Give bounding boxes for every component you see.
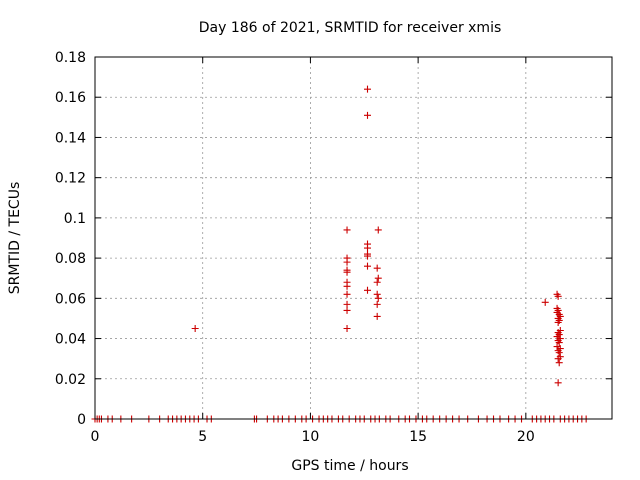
data-point (343, 290, 351, 298)
y-tick-label: 0.02 (55, 372, 86, 388)
data-point (343, 226, 351, 234)
data-point (343, 258, 351, 266)
data-point (343, 306, 351, 314)
data-point (553, 308, 561, 316)
y-tick-label: 0.06 (55, 291, 86, 307)
x-tick-label: 10 (302, 429, 320, 445)
data-point (343, 268, 351, 276)
data-point (373, 312, 381, 320)
data-point (364, 262, 372, 270)
data-point (374, 294, 382, 302)
data-point (343, 300, 351, 308)
data-point (555, 339, 563, 347)
data-point (374, 226, 382, 234)
grid-lines (95, 57, 612, 419)
data-point (374, 274, 382, 282)
plot-frame (94, 56, 613, 420)
data-point (554, 379, 562, 387)
data-point (343, 325, 351, 332)
y-tick-label: 0 (77, 412, 86, 428)
data-point (364, 252, 372, 260)
chart-title: Day 186 of 2021, SRMTID for receiver xmi… (199, 20, 502, 36)
data-point (554, 355, 562, 363)
y-tick-label: 0.16 (55, 90, 86, 106)
data-point (364, 244, 372, 252)
x-tick-label: 5 (198, 429, 207, 445)
y-tick-label: 0.04 (55, 332, 86, 348)
data-point (373, 300, 381, 308)
data-point (373, 264, 381, 272)
data-point (373, 290, 381, 298)
data-point (373, 278, 381, 286)
data-point (364, 111, 372, 119)
x-axis-label: GPS time / hours (291, 458, 408, 474)
x-tick-label: 20 (517, 429, 535, 445)
data-points (91, 85, 590, 423)
data-point (554, 292, 562, 300)
data-point (191, 325, 199, 332)
y-tick-label: 0.12 (55, 171, 86, 187)
data-point (364, 286, 372, 294)
y-tick-label: 0.08 (55, 251, 86, 267)
data-point (554, 318, 562, 326)
data-point (343, 282, 351, 290)
x-tick-label: 15 (409, 429, 427, 445)
data-point (364, 85, 372, 93)
data-point (555, 349, 563, 357)
y-tick-label: 0.14 (55, 130, 86, 146)
axis-ticks: 0 0.02 0.04 0.06 0.08 0.1 0.12 0.14 0.16 0.18 0 5 10… (55, 50, 612, 445)
data-point (555, 359, 563, 367)
x-tick-label: 0 (91, 429, 100, 445)
y-tick-label: 0.1 (64, 211, 86, 227)
y-axis-label: SRMTID / TECUs (7, 182, 23, 295)
y-tick-label: 0.18 (55, 50, 86, 66)
data-point (541, 298, 549, 306)
